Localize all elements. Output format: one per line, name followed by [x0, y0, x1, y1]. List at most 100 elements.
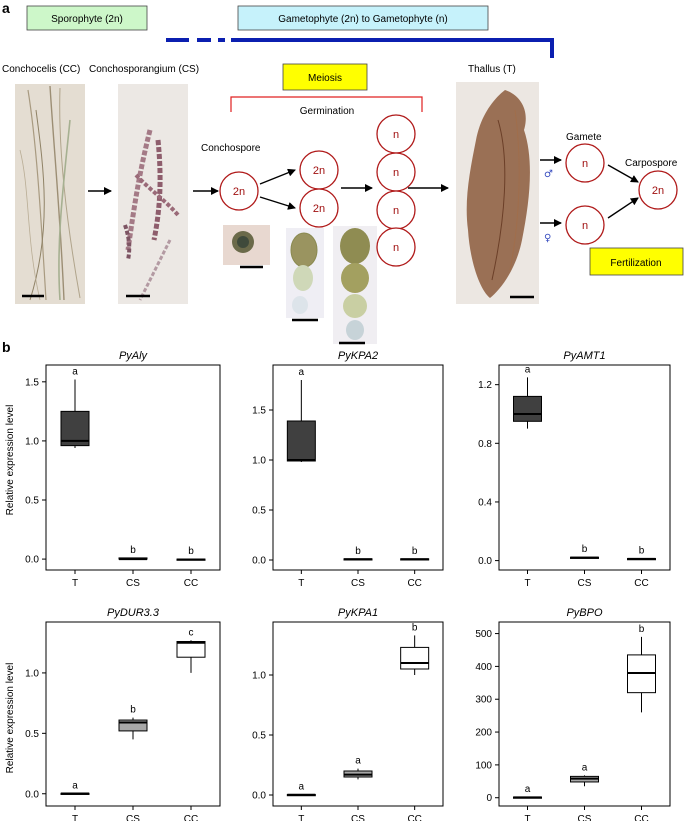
box-t: a: [286, 367, 316, 462]
carpospore-cell-label: 2n: [652, 185, 664, 197]
y-tick-label: 100: [475, 760, 492, 771]
y-tick-label: 1.0: [252, 456, 266, 467]
box-cs: a: [343, 756, 373, 780]
x-tick-label: CS: [126, 578, 140, 589]
significance-letter: b: [130, 705, 136, 716]
box-plot-charts: PyAly 0.0 0.5 1.0 1.5 T CS CC a b b PyKPA2 0.0 0.5 1.0…: [25, 350, 671, 821]
significance-letter: b: [412, 622, 418, 633]
box-cs: b: [118, 705, 148, 740]
box-cs: b: [570, 544, 599, 559]
sporophyte-phase-label: Sporophyte (2n): [51, 14, 123, 25]
y-tick-label: 0.0: [252, 556, 266, 567]
box-t: a: [513, 784, 542, 799]
chart-pykpa2: PyKPA2 0.0 0.5 1.0 1.5 T CS CC a b b: [252, 350, 444, 589]
conchocelis-label: Conchocelis (CC): [2, 64, 80, 75]
box-iqr: [513, 395, 542, 422]
significance-letter: a: [299, 367, 305, 378]
box-cs: a: [570, 762, 599, 787]
box-cc: c: [176, 627, 206, 673]
y-tick-label: 0.0: [252, 791, 266, 802]
y-tick-label: 1.0: [252, 671, 266, 682]
box-cc: b: [627, 624, 656, 713]
box-cs: b: [118, 545, 148, 561]
four-cell-4-label: n: [393, 242, 399, 254]
gametophyte-phase-label: Gametophyte (2n) to Gametophyte (n): [278, 14, 448, 25]
gametophyte-phase-box: [237, 5, 489, 31]
box-cc: b: [176, 546, 206, 561]
box-t: a: [60, 366, 90, 448]
x-tick-label: CC: [184, 814, 198, 821]
arrow-conchospore-down: [259, 196, 296, 210]
chart-title: PyDUR3.3: [107, 607, 160, 619]
significance-letter: b: [639, 546, 645, 557]
x-tick-label: CC: [184, 578, 198, 589]
conchosporangium-micrograph: [118, 84, 188, 304]
x-tick-label: T: [72, 578, 78, 589]
male-symbol: ♂: [544, 169, 553, 180]
chart-pykpa1: PyKPA1 0.0 0.5 1.0 T CS CC a a b: [252, 607, 444, 821]
y-tick-label: 1.5: [25, 377, 39, 388]
box-cc: b: [400, 622, 430, 675]
y-tick-label: 0.8: [478, 439, 492, 450]
two-cell-lower-label: 2n: [313, 203, 325, 215]
male-gamete-label: n: [582, 158, 588, 170]
female-symbol: ♀: [544, 233, 551, 244]
conchocelis-micrograph: [15, 84, 85, 304]
fertilization-box: [589, 247, 684, 276]
four-cell-4-n: [376, 227, 416, 267]
box-cs: b: [343, 546, 373, 561]
fertilization-label: Fertilization: [610, 258, 661, 269]
box-iqr: [286, 420, 316, 462]
meiosis-label: Meiosis: [308, 73, 342, 84]
box-iqr: [400, 646, 430, 670]
significance-letter: a: [525, 784, 531, 795]
significance-letter: b: [130, 545, 136, 556]
conchospore-cell-2n: [219, 171, 259, 211]
plot-frame: [45, 364, 221, 571]
significance-letter: a: [72, 366, 78, 377]
conchospore-label: Conchospore: [201, 143, 261, 154]
arrow-conchospore-up: [259, 168, 296, 185]
x-tick-label: CC: [407, 578, 421, 589]
chart-pyamt1: PyAMT1 0.0 0.4 0.8 1.2 T CS CC a b b: [478, 350, 671, 589]
y-tick-label: 0.4: [478, 497, 492, 508]
significance-letter: b: [639, 624, 645, 635]
female-gamete-label: n: [582, 220, 588, 232]
significance-letter: a: [72, 780, 78, 791]
sporophyte-phase-box: [26, 5, 148, 31]
plot-frame: [272, 364, 444, 571]
x-tick-label: T: [524, 578, 530, 589]
y-tick-label: 0.0: [25, 555, 39, 566]
germination-bracket: [230, 96, 423, 112]
y-tick-label: 1.5: [252, 406, 266, 417]
thallus-label: Thallus (T): [468, 64, 516, 75]
chart-pyaly: PyAly 0.0 0.5 1.0 1.5 T CS CC a b b: [25, 350, 221, 589]
chart-title: PyKPA1: [338, 607, 378, 619]
box-cc: b: [400, 546, 430, 561]
x-tick-label: CS: [578, 578, 592, 589]
chart-title: PyAly: [119, 350, 149, 362]
x-tick-label: T: [524, 814, 530, 821]
ylabel-top-row: Relative expression level: [5, 405, 16, 516]
x-tick-label: CS: [351, 578, 365, 589]
four-cell-1-label: n: [393, 129, 399, 141]
x-tick-label: CS: [351, 814, 365, 821]
arrow-female-to-carpospore: [607, 197, 639, 219]
conchospore-cell-label: 2n: [233, 186, 245, 198]
female-gamete-n: [565, 205, 605, 245]
four-cell-3-label: n: [393, 205, 399, 217]
chart-title: PyKPA2: [338, 350, 378, 362]
chart-title: PyBPO: [566, 607, 603, 619]
two-cell-germling-micrograph: [286, 228, 324, 322]
germination-label: Germination: [300, 106, 354, 117]
y-tick-label: 0.5: [252, 506, 266, 517]
x-tick-label: CS: [578, 814, 592, 821]
chart-pydur3-3: PyDUR3.3 0.0 0.5 1.0 T CS CC a b c: [25, 607, 221, 821]
y-tick-label: 0: [486, 793, 492, 804]
four-cell-germling-micrograph: [333, 226, 377, 345]
four-cell-2-label: n: [393, 167, 399, 179]
male-gamete-n: [565, 143, 605, 183]
significance-letter: b: [188, 546, 194, 557]
significance-letter: a: [299, 782, 305, 793]
